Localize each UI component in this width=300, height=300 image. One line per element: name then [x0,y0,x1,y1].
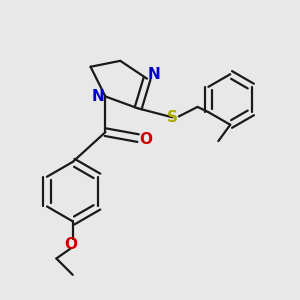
Text: S: S [167,110,178,125]
Text: N: N [147,67,160,82]
Text: O: O [139,132,152,147]
Text: N: N [92,89,104,104]
Text: O: O [65,237,78,252]
